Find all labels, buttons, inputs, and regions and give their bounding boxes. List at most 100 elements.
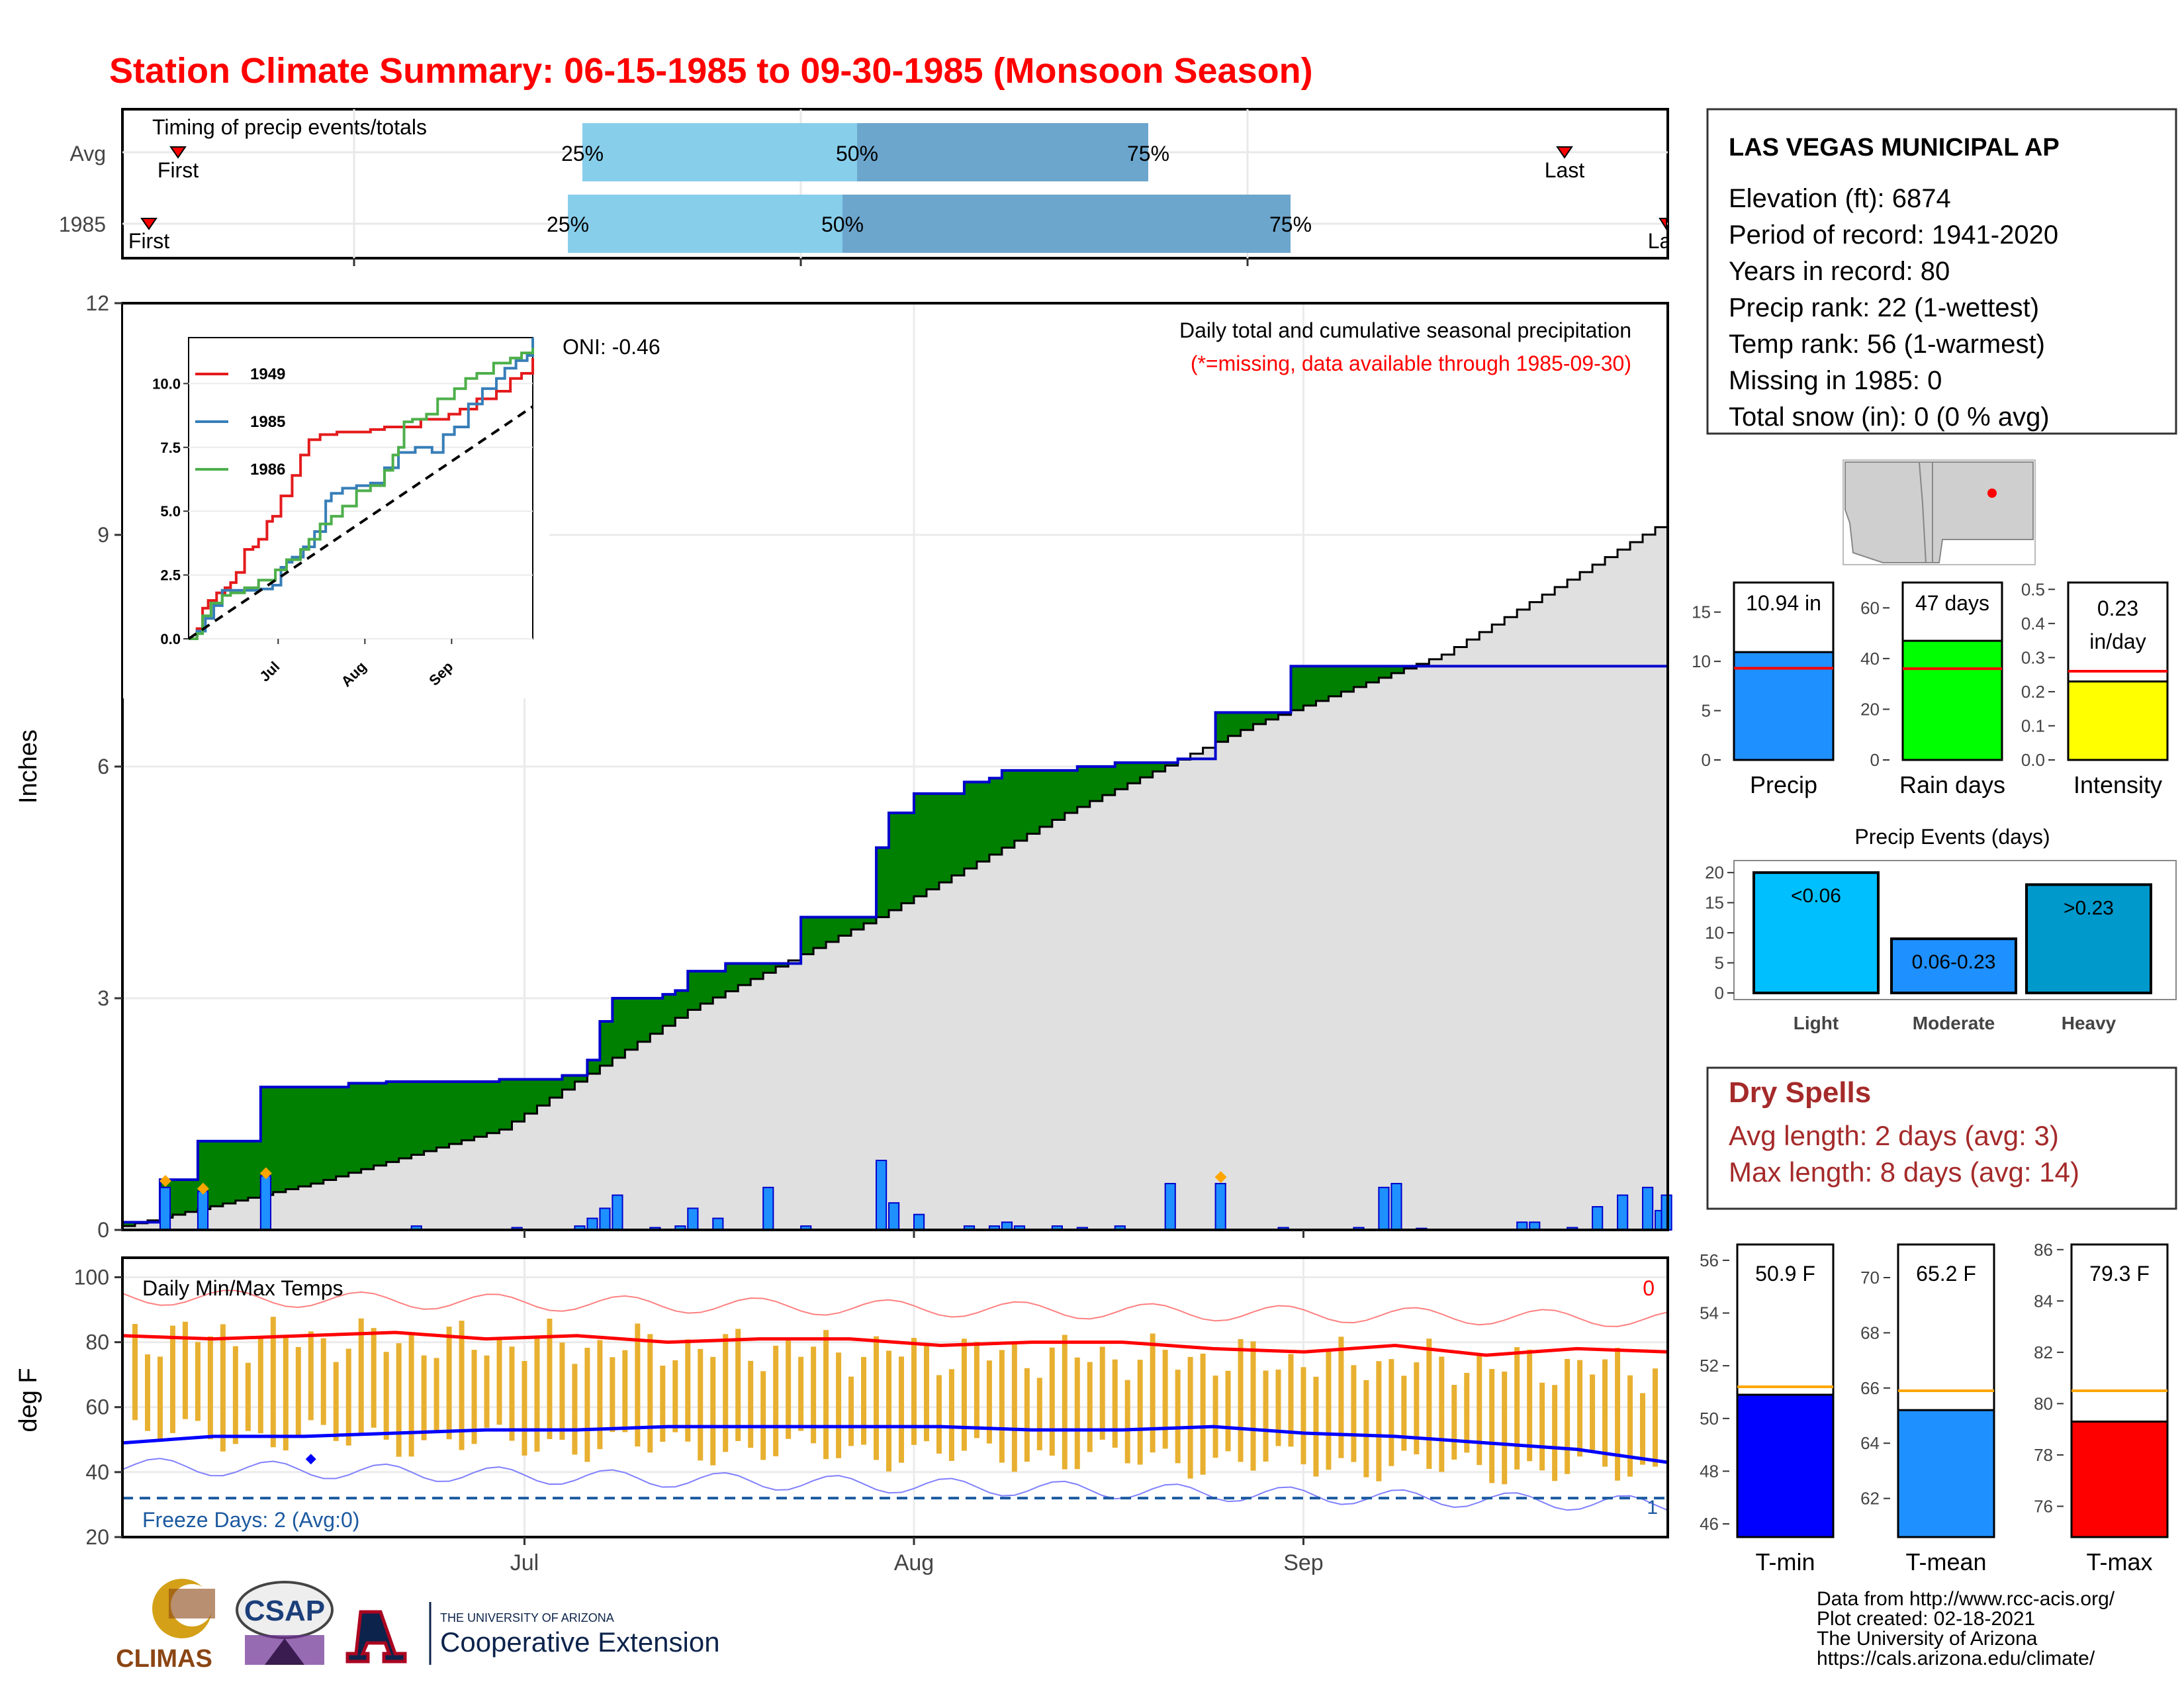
daily-temp-bar: [283, 1336, 289, 1451]
daily-precip-bar: [1214, 1183, 1226, 1231]
temp-summary-ytick-label: 66: [1860, 1378, 1880, 1398]
daily-temp-bar: [1590, 1374, 1596, 1452]
inset-ytick-label: 5.0: [160, 503, 181, 520]
summary-value-label: 0.23: [2097, 596, 2138, 620]
daily-temp-bar: [622, 1350, 628, 1432]
summary-ytick-label: 20: [1860, 699, 1880, 719]
record-low-line: [122, 1458, 1668, 1511]
daily-temp-bar: [446, 1327, 452, 1440]
daily-temp-bar: [1602, 1359, 1608, 1467]
summary-ytick-label: 15: [1692, 602, 1711, 622]
daily-precip-bar: [1378, 1186, 1390, 1231]
temp-ytick-label: 80: [85, 1331, 109, 1354]
station-line-temp-rank: Temp rank: 56 (1-warmest): [1729, 330, 2045, 359]
timing-avg-q75: 75%: [1127, 142, 1169, 165]
daily-temp-bar: [1112, 1359, 1118, 1448]
daily-temp-bar: [182, 1321, 188, 1419]
daily-temp-bar: [635, 1323, 641, 1447]
daily-temp-bar: [660, 1365, 666, 1442]
temp-ytick-label: 20: [85, 1525, 109, 1549]
inset-ytick-label: 0.0: [160, 631, 181, 647]
freeze-days: Freeze Days: 2 (Avg:0): [142, 1508, 359, 1532]
daily-temp-bar: [823, 1330, 829, 1460]
daily-temp-bar: [1062, 1335, 1068, 1470]
daily-precip-bar: [1592, 1206, 1604, 1231]
daily-temp-bar: [1451, 1385, 1457, 1460]
temp-xtick-label: Aug: [894, 1550, 934, 1575]
daily-temp-bar: [948, 1369, 954, 1461]
events-ytick-label: 10: [1705, 923, 1724, 943]
summary-category-label: Intensity: [2073, 771, 2162, 798]
inset-legend-label: 1985: [250, 413, 285, 431]
daily-temp-bar: [1313, 1376, 1319, 1477]
daily-temp-bar: [610, 1357, 615, 1432]
csap-logo-text: CSAP: [244, 1595, 325, 1627]
daily-precip-bar: [612, 1194, 623, 1231]
daily-precip-bar: [197, 1190, 209, 1231]
daily-temp-bar: [786, 1340, 792, 1439]
daily-temp-bar: [1300, 1367, 1306, 1465]
events-title: Precip Events (days): [1854, 825, 2050, 849]
inset-legend-label: 1949: [250, 365, 285, 383]
daily-temp-bar: [308, 1331, 314, 1421]
dry-spells-avg: Avg length: 2 days (avg: 3): [1729, 1120, 2059, 1151]
temp-summary-bar-t-mean: [1897, 1409, 1995, 1538]
station-line-elevation: Elevation (ft): 6874: [1729, 184, 1951, 213]
record-high-line: [122, 1289, 1668, 1327]
daily-temp-bar: [383, 1352, 389, 1440]
temp-summary-bar-t-max: [2070, 1421, 2169, 1538]
locator-map: [1843, 459, 2036, 565]
daily-temp-bar: [345, 1348, 351, 1446]
daily-temp-bar: [874, 1336, 880, 1460]
daily-temp-bar: [522, 1360, 527, 1456]
daily-temp-bar: [1351, 1365, 1357, 1462]
events-category-label: Heavy: [2062, 1013, 2116, 1033]
temp-summary-ytick-label: 46: [1700, 1514, 1719, 1534]
station-line-missing: Missing in 1985: 0: [1729, 366, 1942, 395]
event-marker: [1214, 1171, 1227, 1184]
temp-summary-category-label: T-mean: [1905, 1548, 1986, 1575]
daily-temp-bar: [735, 1329, 741, 1441]
temp-summary-ytick-label: 68: [1860, 1323, 1880, 1342]
daily-temp-bar: [1627, 1375, 1633, 1477]
precip-ytick-label: 3: [97, 986, 109, 1010]
daily-temp-bar: [1212, 1376, 1218, 1458]
temp-summary-ytick-label: 62: [1860, 1489, 1880, 1509]
daily-temp-bar: [672, 1360, 678, 1432]
precip-missing-note: (*=missing, data available through 1985-…: [1191, 352, 1631, 375]
timing-avg-q25: 25%: [561, 142, 604, 165]
temp-ytick-label: 100: [74, 1265, 109, 1289]
daily-temp-bar: [685, 1339, 691, 1442]
timing-1985-first-marker: [140, 218, 158, 230]
daily-temp-bar: [1577, 1360, 1583, 1457]
timing-1985-q50-q75-bar: [842, 195, 1291, 253]
daily-temp-bar: [748, 1360, 754, 1448]
inset-series-1985-line: [189, 338, 534, 640]
freeze-day-count: 1: [1647, 1497, 1658, 1519]
inset-average-line: [187, 405, 534, 640]
daily-temp-bar: [132, 1324, 138, 1421]
events-value-label: >0.23: [2064, 897, 2114, 919]
daily-temp-bar: [1150, 1333, 1156, 1453]
daily-temp-bar: [1250, 1341, 1256, 1471]
temp-ylabel: deg F: [15, 1368, 42, 1432]
temp-summary-ytick-label: 52: [1700, 1356, 1719, 1376]
daily-temp-bar: [936, 1375, 942, 1454]
precip-average-area: [122, 527, 1668, 1231]
timing-1985-q75: 75%: [1269, 212, 1312, 236]
daily-temp-bar: [698, 1348, 704, 1461]
event-marker: [159, 1175, 171, 1187]
summary-ytick-label: 0.3: [2021, 647, 2045, 667]
daily-temp-bar: [1137, 1360, 1143, 1465]
precip-ytick-label: 0: [97, 1218, 109, 1242]
daily-temp-bar: [320, 1338, 326, 1425]
climas-logo-text: CLIMAS: [116, 1645, 212, 1673]
timing-1985-last: Last: [1648, 229, 1688, 253]
summary-ytick-label: 0.2: [2021, 682, 2045, 702]
daily-temp-bar: [459, 1321, 465, 1450]
daily-temp-bar: [1401, 1376, 1407, 1451]
daily-temp-bar: [1552, 1385, 1558, 1481]
daily-temp-bar: [157, 1356, 163, 1441]
event-marker: [197, 1182, 209, 1195]
